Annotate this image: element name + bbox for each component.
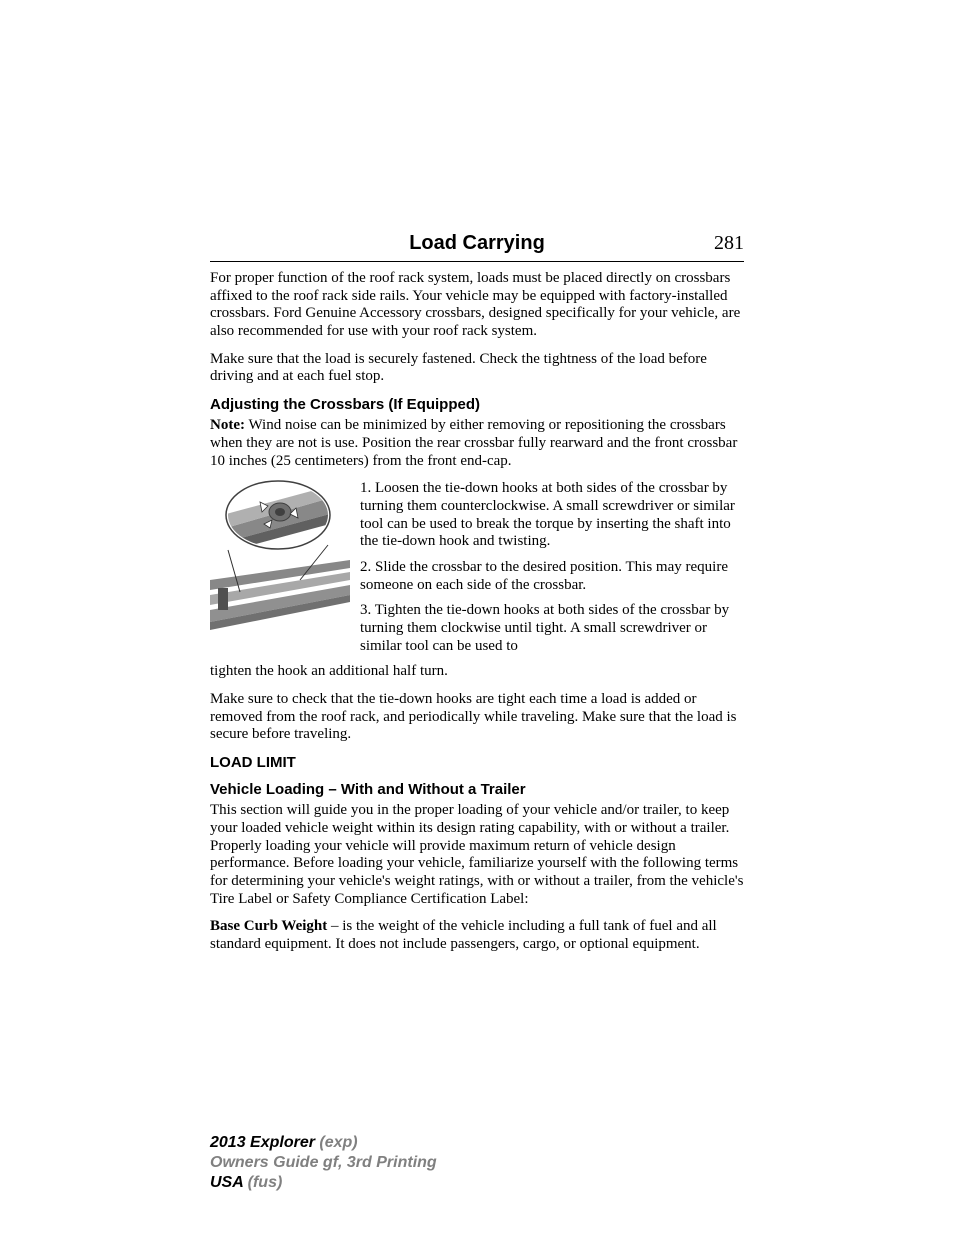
footer-model: 2013 Explorer bbox=[210, 1134, 319, 1151]
step-3a: 3. Tighten the tie-down hooks at both si… bbox=[360, 602, 744, 655]
page-header: Load Carrying 281 bbox=[210, 232, 744, 262]
paragraph-roof-rack: For proper function of the roof rack sys… bbox=[210, 270, 744, 341]
footer-country: USA bbox=[210, 1174, 248, 1191]
footer-code-2: (fus) bbox=[248, 1174, 283, 1191]
note-paragraph: Note: Wind noise can be minimized by eit… bbox=[210, 417, 744, 470]
illustration-steps: 1. Loosen the tie-down hooks at both sid… bbox=[360, 480, 744, 663]
note-text: Wind noise can be minimized by either re… bbox=[210, 417, 737, 468]
footer-line-3: USA (fus) bbox=[210, 1173, 437, 1193]
footer-line-1: 2013 Explorer (exp) bbox=[210, 1133, 437, 1153]
crossbar-illustration bbox=[210, 480, 350, 640]
paragraph-loading-guide: This section will guide you in the prope… bbox=[210, 802, 744, 908]
step-1: 1. Loosen the tie-down hooks at both sid… bbox=[360, 480, 744, 551]
page-content: Load Carrying 281 For proper function of… bbox=[0, 0, 954, 954]
section-title: Load Carrying bbox=[409, 232, 545, 255]
page-footer: 2013 Explorer (exp) Owners Guide gf, 3rd… bbox=[210, 1133, 437, 1193]
heading-crossbars: Adjusting the Crossbars (If Equipped) bbox=[210, 396, 744, 413]
paragraph-check-hooks: Make sure to check that the tie-down hoo… bbox=[210, 691, 744, 744]
step-2: 2. Slide the crossbar to the desired pos… bbox=[360, 559, 744, 594]
note-label: Note: bbox=[210, 417, 245, 433]
step-3b: tighten the hook an additional half turn… bbox=[210, 663, 744, 681]
heading-load-limit: LOAD LIMIT bbox=[210, 754, 744, 771]
illustration-block: 1. Loosen the tie-down hooks at both sid… bbox=[210, 480, 744, 663]
paragraph-fasten: Make sure that the load is securely fast… bbox=[210, 351, 744, 386]
footer-code-1: (exp) bbox=[319, 1134, 357, 1151]
bcw-label: Base Curb Weight bbox=[210, 918, 327, 934]
page-number: 281 bbox=[714, 232, 744, 255]
footer-line-2: Owners Guide gf, 3rd Printing bbox=[210, 1153, 437, 1173]
paragraph-base-curb-weight: Base Curb Weight – is the weight of the … bbox=[210, 918, 744, 953]
heading-vehicle-loading: Vehicle Loading – With and Without a Tra… bbox=[210, 781, 744, 798]
